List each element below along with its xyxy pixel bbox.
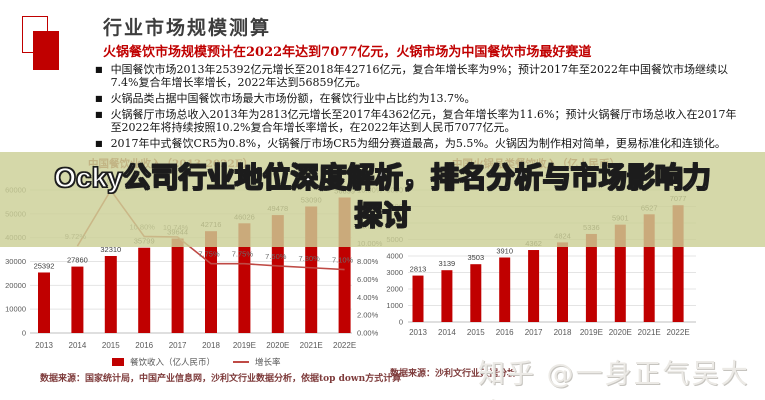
- bar: [672, 205, 684, 322]
- bar-value-label: 32310: [100, 245, 121, 254]
- x-tick-label: 2019E: [233, 341, 256, 350]
- bar: [585, 233, 597, 322]
- bar: [441, 270, 453, 322]
- bar: [470, 264, 482, 322]
- legend-label-revenue: 餐饮收入（亿人民币）: [130, 357, 216, 367]
- x-tick-label: 2022E: [667, 328, 690, 337]
- bar-value-label: 3139: [439, 259, 456, 268]
- bullet-item: ■ 2017年中式餐饮CR5为0.8%，火锅餐厅市场CR5为细分赛道最高，为5.5…: [95, 137, 740, 150]
- legend-bar-swatch: [112, 358, 124, 366]
- page-title: 行业市场规模测算: [103, 17, 272, 39]
- x-tick-label: 2013: [409, 328, 427, 337]
- bullet-text: 火锅品类占据中国餐饮市场最大市场份额，在餐饮行业中占比约为13.7%。: [110, 92, 476, 105]
- x-tick-label: 2016: [496, 328, 514, 337]
- x-tick-label: 2018: [554, 328, 572, 337]
- bullet-marker-icon: ■: [95, 110, 103, 119]
- y2-tick-label: 4.00%: [357, 293, 379, 302]
- y2-tick-label: 6.00%: [357, 275, 379, 284]
- line-value-label: 7.50%: [265, 252, 287, 261]
- y2-tick-label: 0.00%: [357, 329, 379, 338]
- bar: [614, 224, 626, 322]
- x-tick-label: 2020E: [266, 341, 289, 350]
- right-chart-source: 数据来源：沙利文行业数据分析: [390, 369, 517, 379]
- logo-red-square: [33, 31, 59, 70]
- bullet-text: 火锅餐厅市场总收入2013年为2813亿元增长至2017年4362亿元，复合年增…: [110, 108, 737, 134]
- bullet-text: 2017年中式餐饮CR5为0.8%，火锅餐厅市场CR5为细分赛道最高，为5.5%…: [110, 137, 726, 150]
- x-tick-label: 2014: [438, 328, 456, 337]
- x-tick-label: 2021E: [300, 341, 323, 350]
- bullet-item: ■ 火锅餐厅市场总收入2013年为2813亿元增长至2017年4362亿元，复合年…: [95, 108, 740, 134]
- x-tick-label: 2016: [135, 341, 153, 350]
- bullet-marker-icon: ■: [95, 139, 103, 148]
- x-tick-label: 2013: [35, 341, 53, 350]
- y-tick-label: 30000: [5, 257, 26, 266]
- x-tick-label: 2022E: [333, 341, 356, 350]
- y2-tick-label: 8.00%: [357, 257, 379, 266]
- bullet-item: ■ 火锅品类占据中国餐饮市场最大市场份额，在餐饮行业中占比约为13.7%。: [95, 92, 740, 105]
- y-tick-label: 0: [22, 329, 26, 338]
- bar-value-label: 2813: [410, 265, 427, 274]
- legend-line-swatch: [233, 361, 250, 363]
- bar-value-label: 25392: [34, 261, 55, 270]
- bar: [171, 238, 184, 333]
- bar-value-label: 3910: [496, 246, 513, 255]
- bar: [412, 275, 424, 322]
- x-tick-label: 2017: [169, 341, 187, 350]
- page-subtitle: 火锅餐饮市场规模预计在2022年达到7077亿元，火锅市场为中国餐饮市场最好赛道: [103, 45, 592, 60]
- headline-overlay-band: Ocky公司行业地位深度解析，排名分析与市场影响力探讨: [0, 152, 765, 247]
- x-tick-label: 2021E: [638, 328, 661, 337]
- bullet-text: 中国餐饮市场2013年25392亿元增长至2018年42716亿元，复合年增长率…: [110, 63, 728, 89]
- y2-tick-label: 2.00%: [357, 311, 379, 320]
- left-chart-legend: 餐饮收入（亿人民币） 增长率: [112, 356, 281, 368]
- line-value-label: 7.75%: [198, 250, 220, 259]
- line-value-label: 7.30%: [299, 254, 321, 263]
- bar: [38, 272, 50, 333]
- y-tick-label: 10000: [5, 305, 26, 314]
- x-tick-label: 2015: [467, 328, 485, 337]
- bar: [499, 257, 511, 322]
- bar: [557, 242, 568, 322]
- left-chart-source: 数据来源：国家统计局，中国产业信息网，沙利文行业数据分析，依据top down方…: [40, 374, 402, 384]
- bullet-marker-icon: ■: [95, 94, 103, 103]
- x-tick-label: 2020E: [609, 328, 632, 337]
- bar: [238, 223, 251, 333]
- headline-title: Ocky公司行业地位深度解析，排名分析与市场影响力探讨: [54, 161, 712, 231]
- bar: [643, 214, 655, 322]
- y-tick-label: 20000: [5, 281, 26, 290]
- x-tick-label: 2014: [69, 341, 87, 350]
- bar: [138, 247, 151, 333]
- bar: [205, 231, 217, 333]
- bar-value-label: 3503: [467, 253, 484, 262]
- x-tick-label: 2017: [525, 328, 543, 337]
- legend-label-growth: 增长率: [255, 357, 281, 367]
- y-tick-label: 2000: [386, 285, 403, 294]
- y-tick-label: 0: [399, 318, 403, 327]
- x-tick-label: 2019E: [580, 328, 603, 337]
- bar: [104, 255, 117, 333]
- bullet-list: ■ 中国餐饮市场2013年25392亿元增长至2018年42716亿元，复合年增长…: [95, 63, 740, 153]
- x-tick-label: 2015: [102, 341, 120, 350]
- line-value-label: 7.10%: [332, 256, 354, 265]
- bullet-marker-icon: ■: [95, 65, 103, 74]
- bar: [528, 250, 540, 322]
- y-tick-label: 4000: [386, 252, 403, 261]
- x-tick-label: 2018: [202, 341, 220, 350]
- bullet-item: ■ 中国餐饮市场2013年25392亿元增长至2018年42716亿元，复合年增长…: [95, 63, 740, 89]
- line-value-label: 7.75%: [232, 250, 254, 259]
- y-tick-label: 3000: [386, 268, 403, 277]
- watermark: 知乎 @一身正气吴大头: [478, 359, 750, 400]
- y-tick-label: 1000: [386, 301, 403, 310]
- bar-value-label: 27860: [67, 256, 88, 265]
- bar: [71, 266, 84, 333]
